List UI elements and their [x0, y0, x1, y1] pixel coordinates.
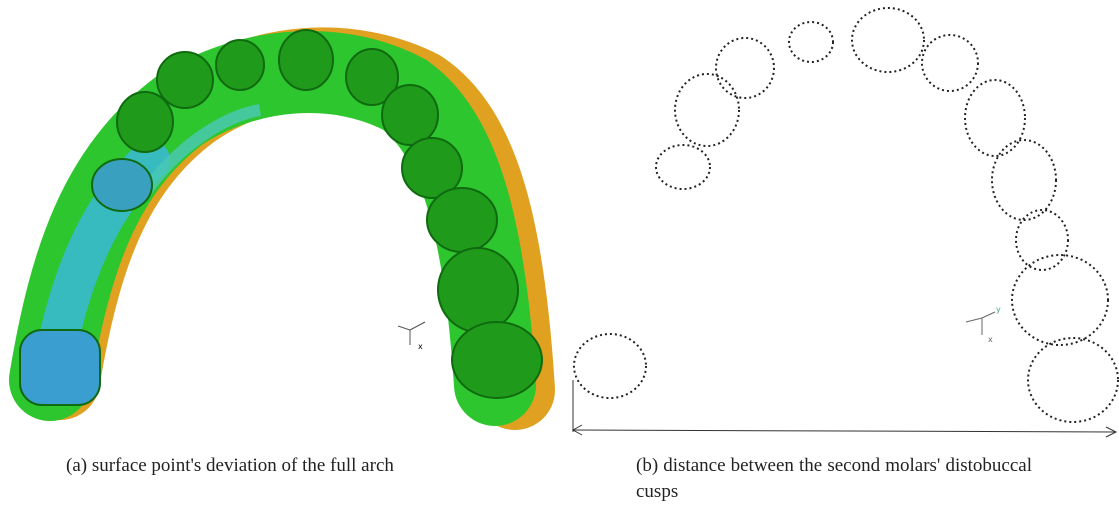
arch-outlines	[573, 7, 1119, 423]
caption: (b) distance between the second molars' …	[636, 455, 1032, 502]
axis-label: x	[988, 335, 993, 344]
axis-label: x	[418, 342, 423, 351]
arch-scan: x	[9, 27, 555, 430]
caption: (a) surface point's deviation of the ful…	[66, 455, 394, 476]
axis-label: y	[996, 305, 1001, 314]
measure-line	[571, 380, 1118, 438]
